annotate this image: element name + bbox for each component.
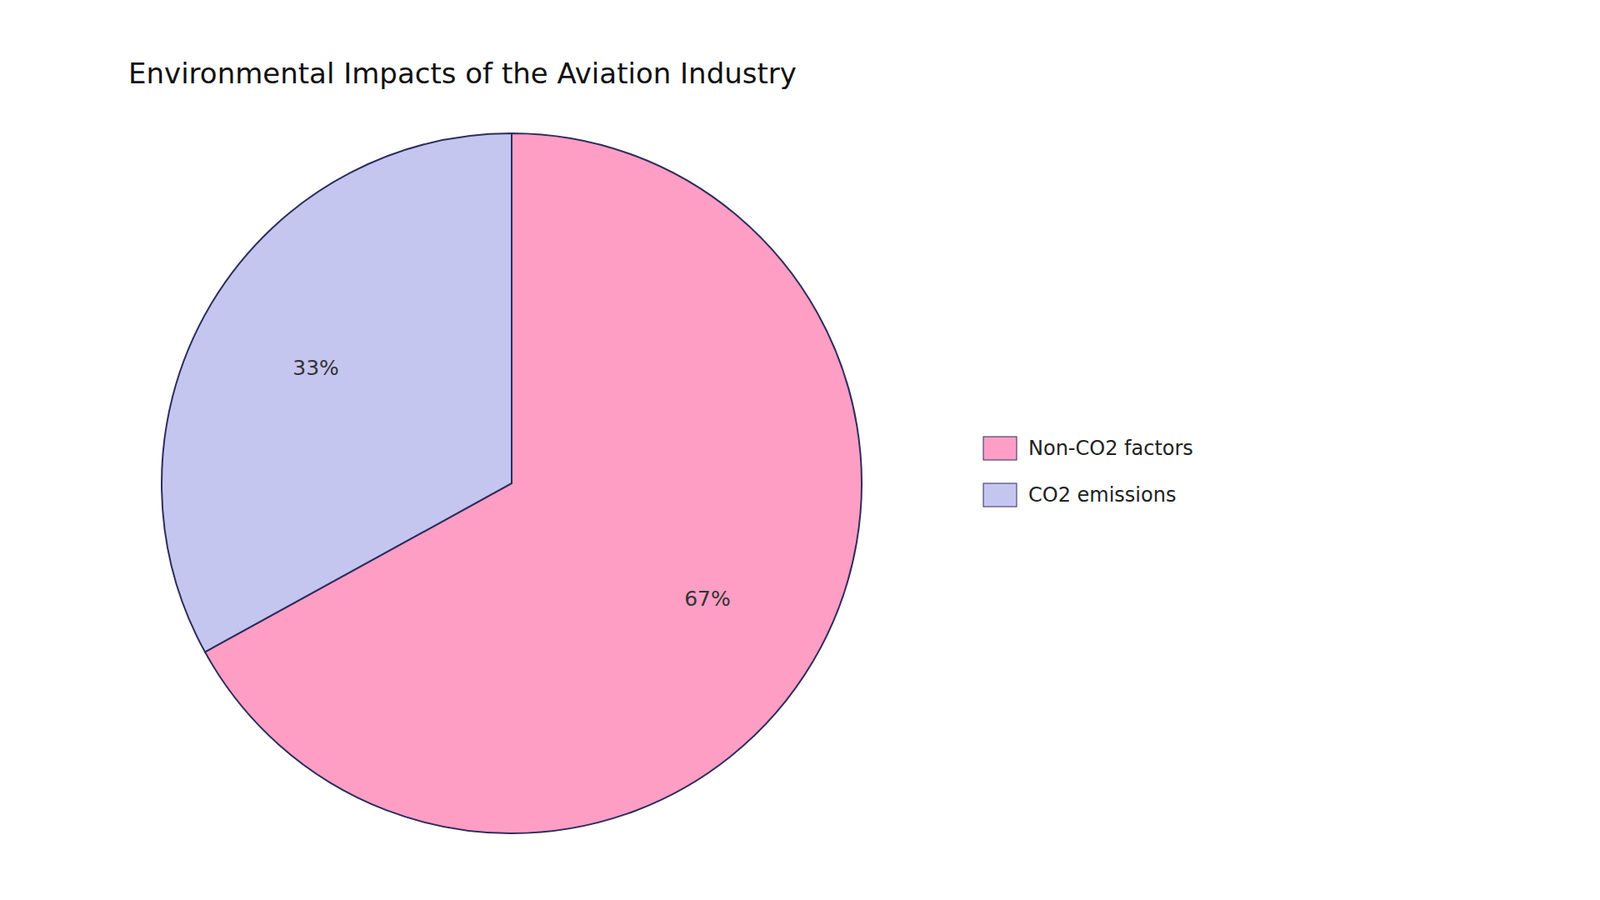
data-labels: 67% 33% — [292, 355, 731, 612]
chart-svg: Environmental Impacts of the Aviation In… — [0, 0, 1600, 900]
legend-label: CO2 emissions — [1028, 483, 1176, 507]
data-label: 33% — [292, 355, 340, 380]
legend-swatch — [983, 436, 1017, 460]
legend: Non-CO2 factors CO2 emissions — [983, 436, 1194, 507]
data-label: 67% — [684, 586, 731, 611]
legend-item: CO2 emissions — [983, 483, 1176, 507]
legend-item: Non-CO2 factors — [983, 436, 1194, 460]
legend-label: Non-CO2 factors — [1028, 436, 1194, 460]
pie-slices — [161, 133, 862, 834]
legend-swatch — [983, 483, 1017, 507]
pie-slice — [161, 133, 512, 652]
chart-title: Environmental Impacts of the Aviation In… — [128, 56, 797, 90]
